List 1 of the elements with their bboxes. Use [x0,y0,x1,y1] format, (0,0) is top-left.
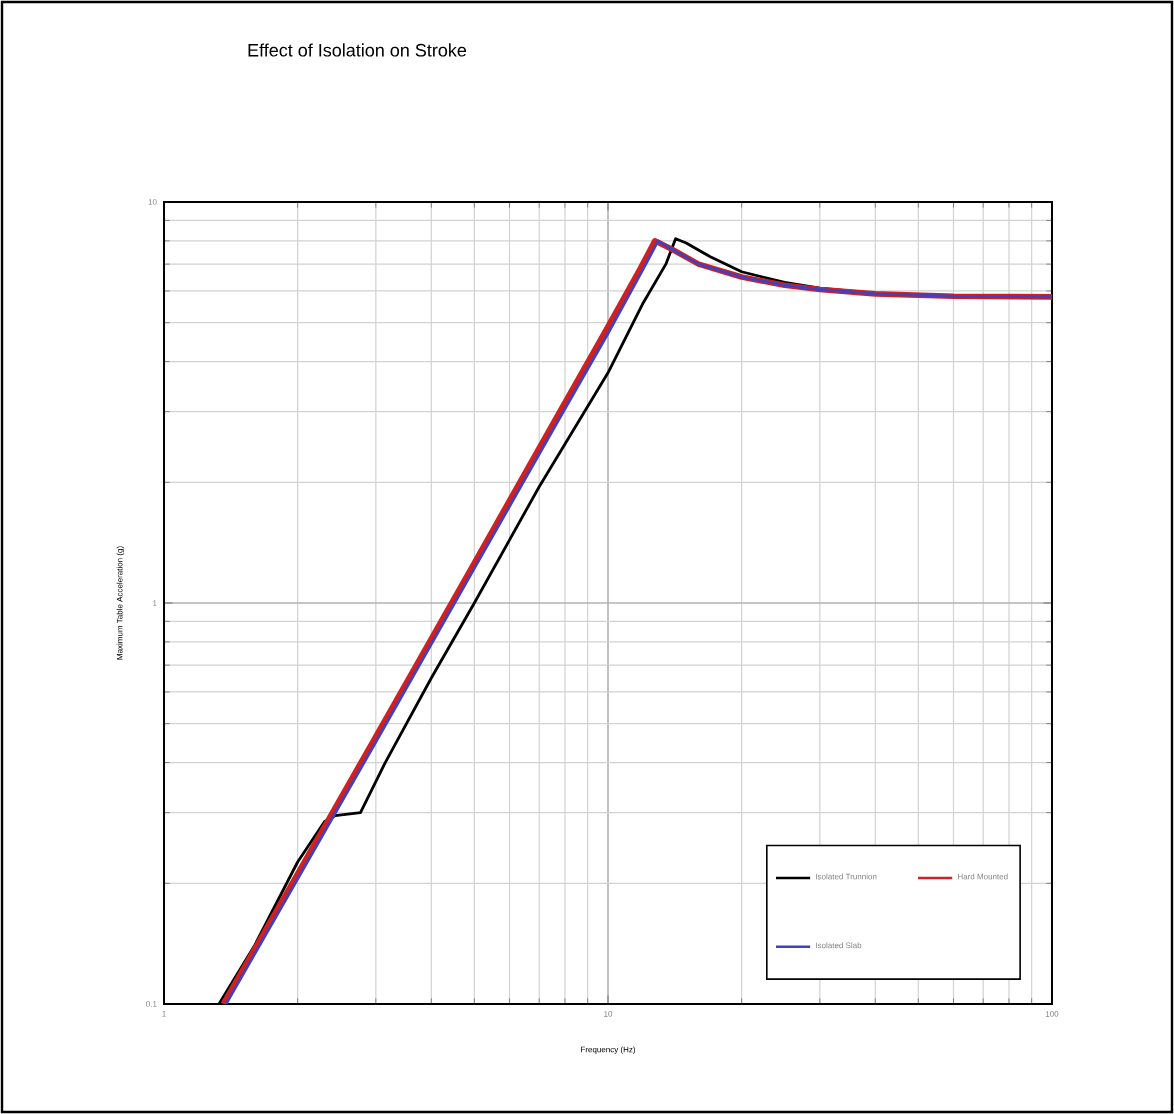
chart-title: Effect of Isolation on Stroke [248,43,467,57]
